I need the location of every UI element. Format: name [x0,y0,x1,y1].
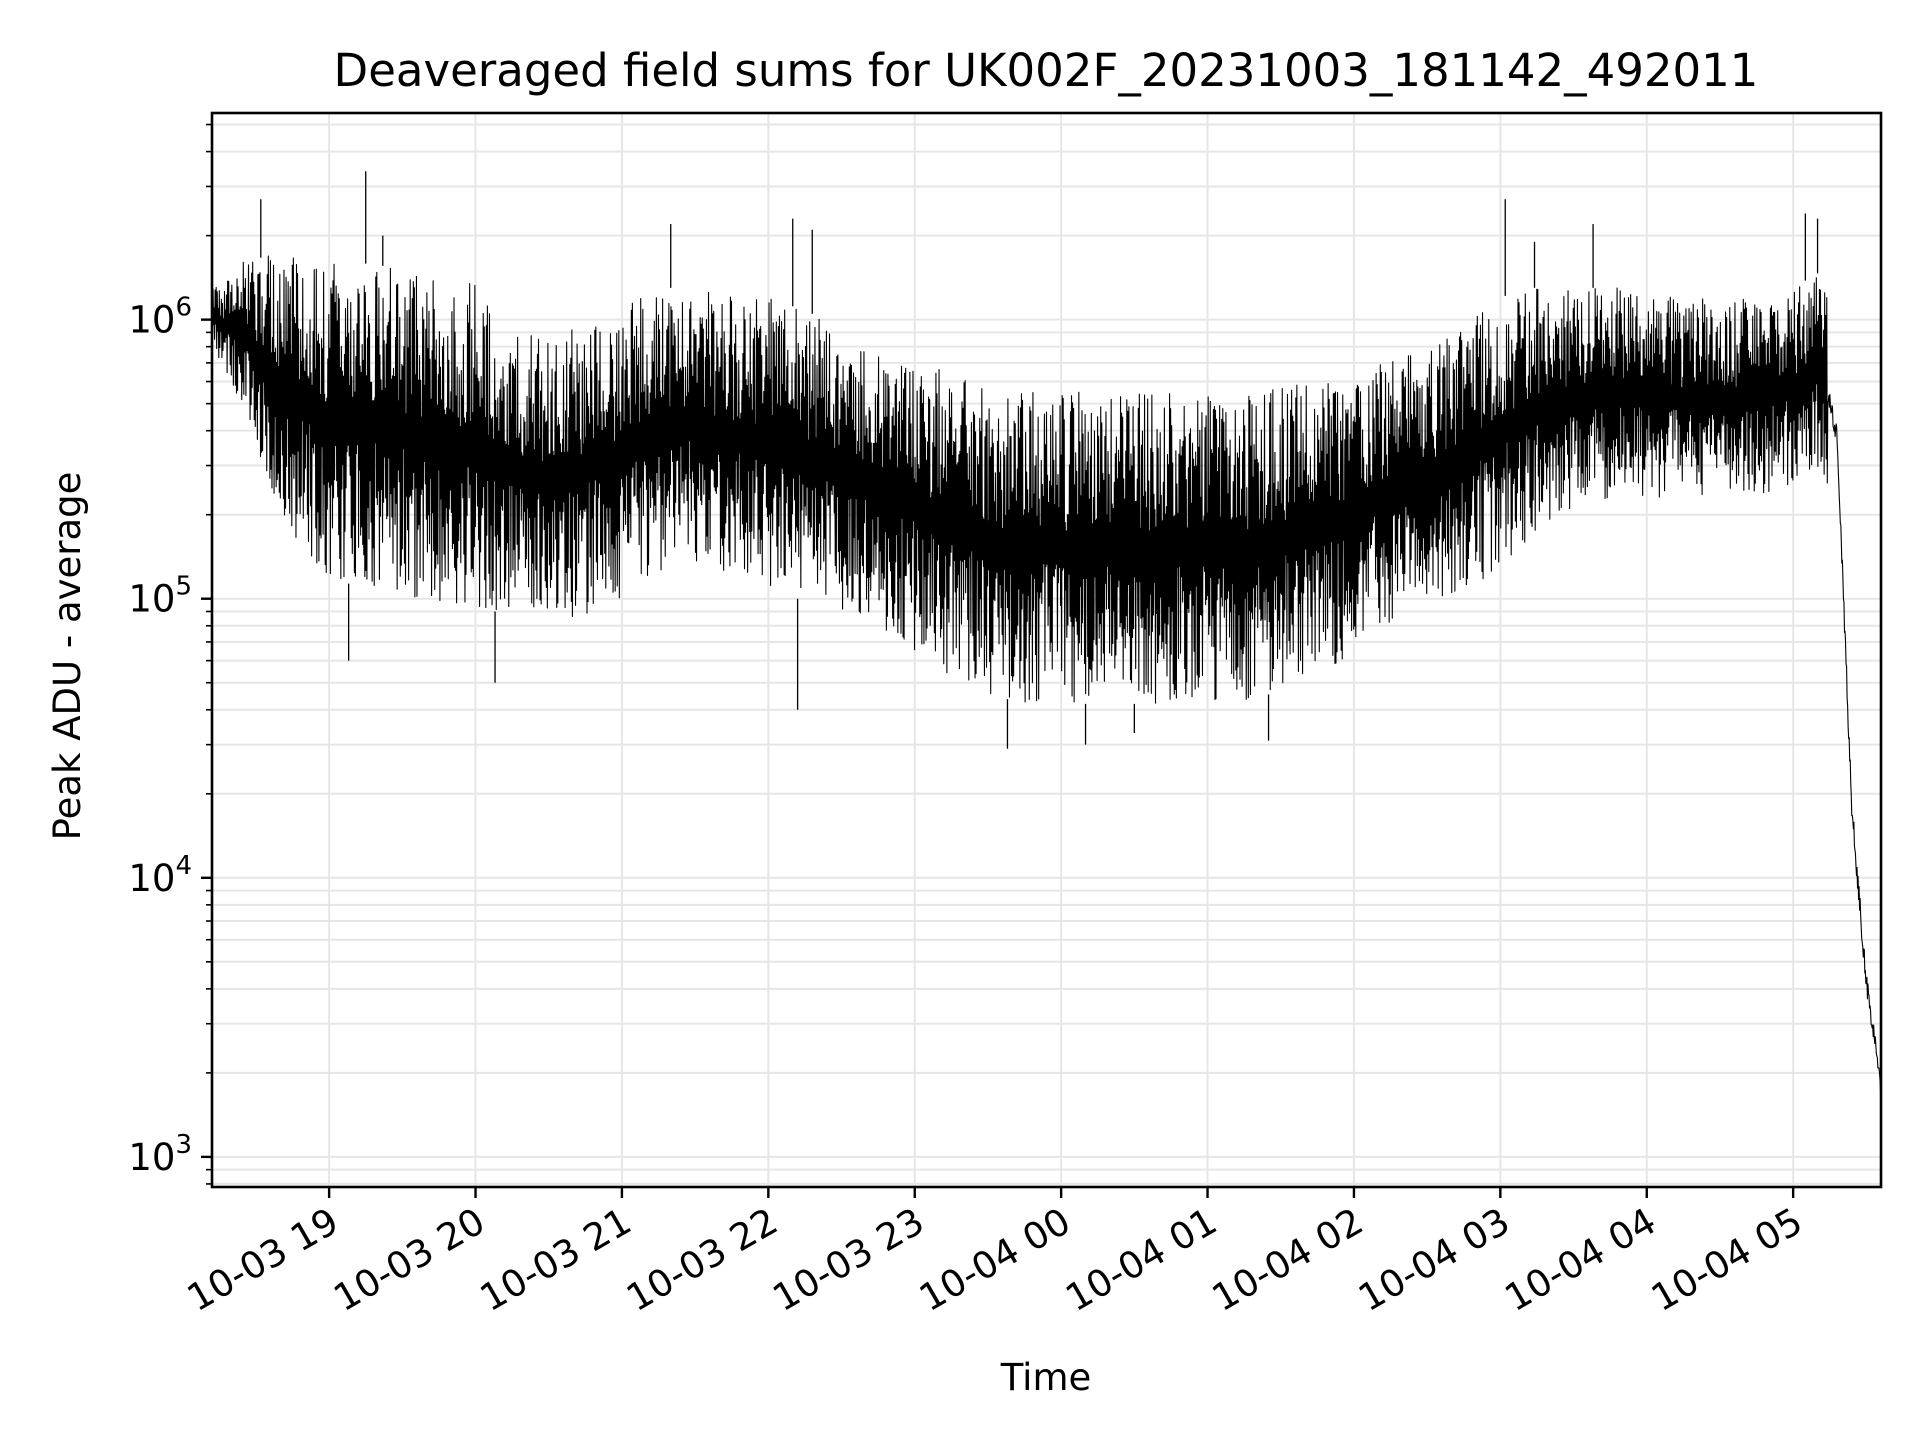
y-tick-label: 104 [128,851,192,900]
x-tick-label: 10-04 00 [912,1200,1078,1320]
y-tick-label: 103 [128,1130,192,1179]
x-tick-label: 10-03 19 [180,1200,346,1320]
x-axis-label: Time [1000,1356,1092,1399]
x-tick-label: 10-04 05 [1644,1200,1810,1320]
x-tick-label: 10-04 03 [1351,1200,1517,1320]
x-tick-label: 10-03 20 [326,1200,492,1320]
x-tick-label: 10-04 04 [1498,1200,1664,1320]
y-tick-label: 106 [128,293,192,342]
chart-title: Deaveraged field sums for UK002F_2023100… [334,44,1759,97]
y-axis-label: Peak ADU - average [46,472,89,841]
x-tick-label: 10-04 02 [1205,1200,1371,1320]
y-tick-label: 105 [128,572,192,621]
grid-layer [212,113,1881,1187]
plot-frame [210,111,1883,1189]
x-tick-label: 10-03 23 [766,1200,932,1320]
series-line [211,255,1882,1099]
x-tick-label: 10-03 22 [619,1200,785,1320]
x-tick-label: 10-04 01 [1058,1200,1224,1320]
x-tick-label: 10-03 21 [473,1200,639,1320]
series-layer [211,171,1882,1099]
